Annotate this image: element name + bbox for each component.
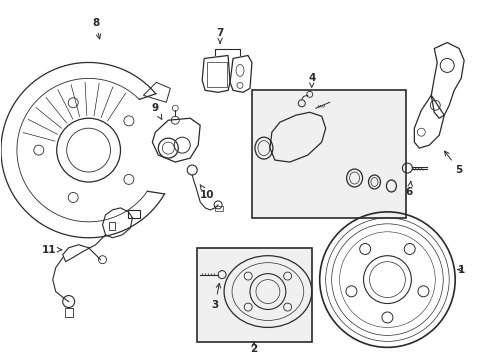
Text: 2: 2 [250,342,258,354]
Text: 8: 8 [92,18,101,39]
Text: 9: 9 [152,103,162,119]
Text: 5: 5 [444,151,463,175]
Bar [215,206,223,211]
Bar [128,210,141,218]
Bar [108,222,115,230]
Text: 4: 4 [308,73,316,87]
Bar [65,307,73,318]
Text: 6: 6 [406,181,413,197]
Bar [252,90,406,218]
Text: 1: 1 [458,265,465,275]
Bar [197,248,312,342]
Text: 11: 11 [42,245,62,255]
Text: 10: 10 [200,185,215,200]
Text: 7: 7 [217,28,224,43]
Text: 3: 3 [212,283,220,310]
